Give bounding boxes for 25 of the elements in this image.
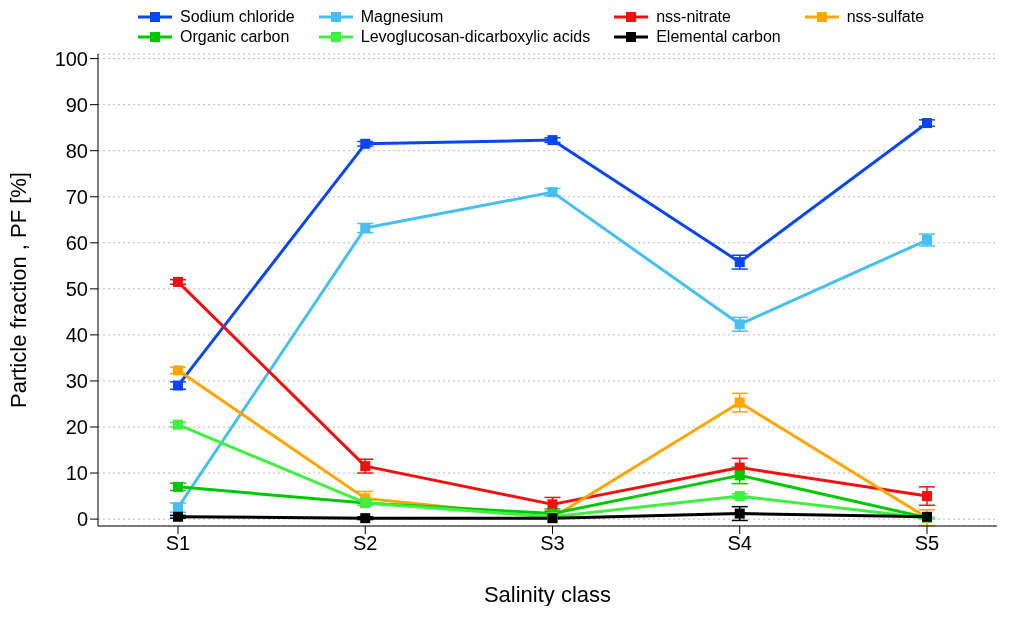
legend-label: Magnesium xyxy=(360,8,444,26)
y-tick-label: 0 xyxy=(76,508,88,531)
y-tick-label: 100 xyxy=(54,47,88,70)
y-tick-label: 80 xyxy=(65,139,88,162)
y-tick-label: 90 xyxy=(65,93,88,116)
legend-label: Elemental carbon xyxy=(656,28,781,46)
y-axis-title: Particle fraction , PF [%] xyxy=(5,172,31,408)
legend-label: Organic carbon xyxy=(180,28,290,46)
y-tick-label: 50 xyxy=(65,277,88,300)
y-tick-label: 70 xyxy=(65,185,88,208)
legend-label: Sodium chloride xyxy=(180,8,295,26)
x-tick-label: S1 xyxy=(165,532,191,555)
x-tick-label: S5 xyxy=(914,532,940,555)
x-tick-label: S4 xyxy=(727,532,752,555)
legend-label: nss-nitrate xyxy=(656,8,731,26)
x-axis-title: Salinity class xyxy=(483,581,612,607)
y-tick-label: 60 xyxy=(65,231,88,254)
y-tick-label: 40 xyxy=(65,324,88,346)
legend-label: nss-sulfate xyxy=(846,8,925,26)
x-tick-label: S3 xyxy=(540,532,565,555)
y-tick-label: 20 xyxy=(65,416,88,439)
legend-label: Levoglucosan-dicarboxylic acids xyxy=(360,28,591,46)
y-tick-label: 30 xyxy=(65,370,88,393)
y-tick-label: 10 xyxy=(65,462,88,485)
x-tick-label: S2 xyxy=(353,532,378,555)
